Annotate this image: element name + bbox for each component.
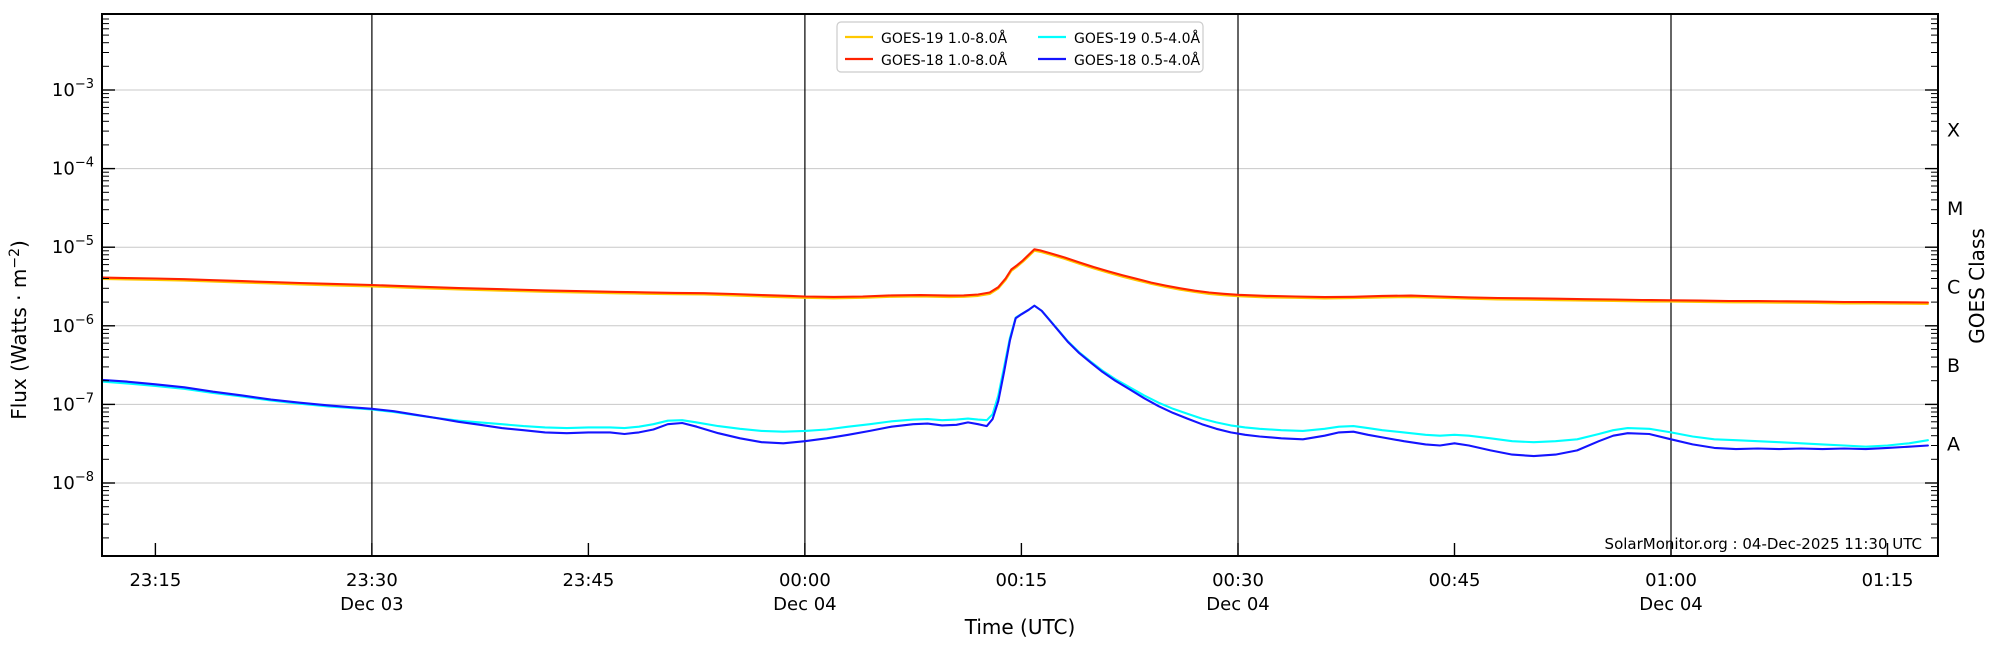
legend-label: GOES-19 1.0-8.0Å	[881, 30, 1007, 47]
right-axis-title: GOES Class	[1965, 228, 1989, 344]
legend-box	[836, 21, 1204, 73]
legend-item-goes18-short: GOES-18 0.5-4.0Å	[1038, 52, 1200, 69]
watermark-text: SolarMonitor.org : 04-Dec-2025 11:30 UTC	[1605, 535, 1922, 553]
x-axis-tick-label: 00:15	[995, 570, 1047, 591]
x-axis-date-label: Dec 04	[1639, 594, 1702, 615]
legend-item-goes18-long: GOES-18 1.0-8.0Å	[845, 52, 1007, 69]
x-axis-tick-label: 01:00	[1645, 570, 1697, 591]
x-axis-tick-label: 23:30	[346, 570, 398, 591]
y-axis-tick-label: 10−4	[52, 156, 94, 180]
y-axis-title: Flux (Watts · m−2)	[7, 240, 31, 420]
legend-item-goes19-long: GOES-19 1.0-8.0Å	[845, 30, 1007, 47]
x-axis-title: Time (UTC)	[964, 615, 1076, 639]
legend: GOES-19 1.0-8.0Å GOES-18 1.0-8.0Å GOES-19 …	[836, 21, 1204, 73]
goes-class-label-c: C	[1947, 277, 1960, 299]
x-axis-tick-label: 01:15	[1862, 570, 1914, 591]
y-axis-tick-label: 10−5	[52, 234, 94, 258]
plot-border	[101, 13, 1939, 557]
x-axis-tick-label: 00:00	[779, 570, 831, 591]
x-axis-tick-label: 23:45	[562, 570, 614, 591]
goes-class-label-m: M	[1947, 198, 1963, 220]
goes-class-label-b: B	[1947, 355, 1960, 377]
x-axis-date-label: Dec 04	[1206, 594, 1269, 615]
legend-label: GOES-18 0.5-4.0Å	[1074, 52, 1200, 69]
series-goes18-long-line	[102, 248, 1929, 304]
legend-label: GOES-19 0.5-4.0Å	[1074, 30, 1200, 47]
x-axis-tick-label: 00:45	[1429, 570, 1481, 591]
goes-class-label-x: X	[1947, 119, 1960, 141]
x-axis-date-label: Dec 04	[773, 594, 836, 615]
x-axis-tick-label: 23:15	[129, 570, 181, 591]
x-axis-date-label: Dec 03	[340, 594, 403, 615]
legend-item-goes19-short: GOES-19 0.5-4.0Å	[1038, 30, 1200, 47]
x-axis-tick-label: 00:30	[1212, 570, 1264, 591]
legend-label: GOES-18 1.0-8.0Å	[881, 52, 1007, 69]
series-goes19-long-line	[102, 249, 1929, 305]
series-goes18-short-line	[102, 304, 1929, 458]
goes-class-label-a: A	[1947, 434, 1960, 456]
